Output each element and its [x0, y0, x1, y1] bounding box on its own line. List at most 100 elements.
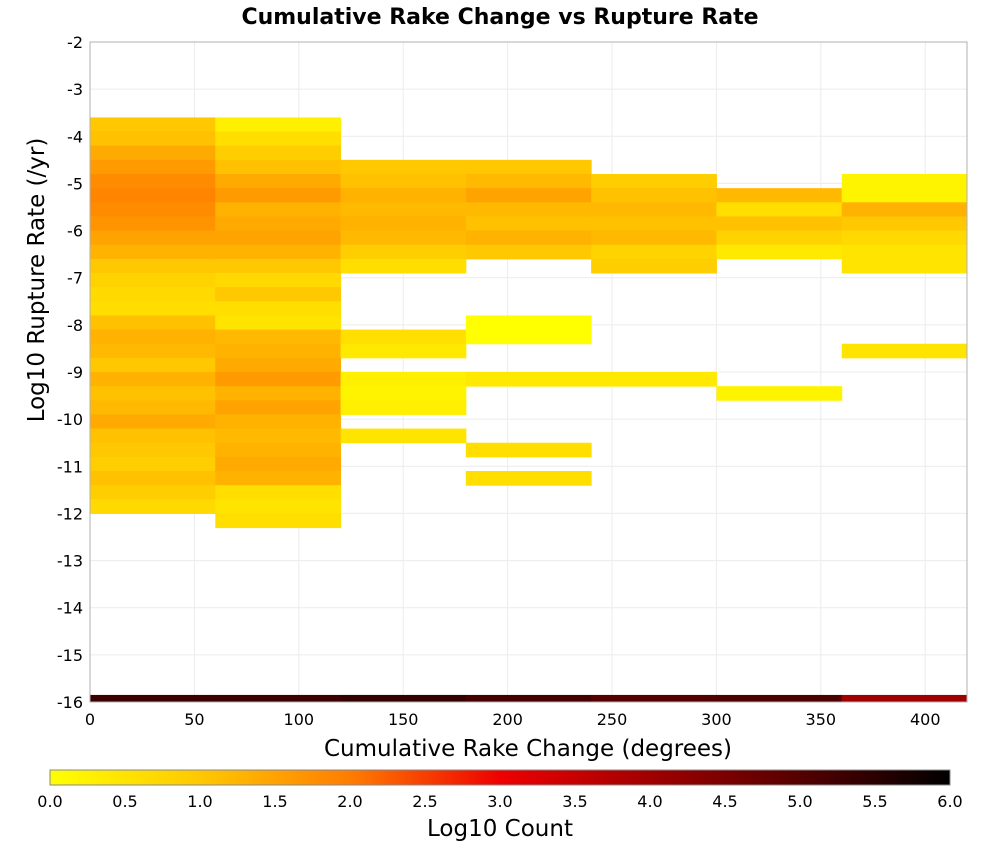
heatmap-cell: [90, 414, 216, 430]
heatmap-cell: [215, 442, 342, 458]
heatmap-cell: [841, 343, 968, 359]
heatmap-cell: [841, 230, 968, 246]
heatmap-cell: [90, 117, 216, 133]
y-tick-label: -13: [57, 552, 83, 571]
heatmap-cell: [90, 188, 216, 203]
heatmap-cell: [716, 216, 843, 232]
heatmap-cell: [90, 315, 216, 331]
heatmap-cell: [591, 202, 717, 217]
heatmap-cell: [591, 694, 717, 703]
heatmap-cell: [340, 694, 467, 703]
colorbar-tick-label: 3.5: [562, 792, 587, 811]
x-tick-label: 50: [184, 710, 204, 729]
heatmap-cell: [215, 188, 342, 203]
heatmap-cell: [340, 230, 467, 246]
heatmap-cell: [215, 315, 342, 331]
heatmap-cell: [90, 230, 216, 246]
heatmap-cell: [465, 202, 592, 217]
heatmap-cell: [215, 400, 342, 415]
heatmap-cell: [465, 230, 592, 246]
colorbar-tick-label: 1.0: [187, 792, 212, 811]
heatmap-cell: [340, 188, 467, 203]
heatmap-cell: [841, 216, 968, 232]
heatmap-cell: [591, 258, 717, 274]
colorbar-tick-label: 3.0: [487, 792, 512, 811]
colorbar-tick-label: 5.5: [862, 792, 887, 811]
heatmap-cell: [591, 372, 717, 387]
heatmap-cell: [90, 273, 216, 288]
heatmap-cell: [716, 386, 843, 401]
heatmap-cell: [841, 188, 968, 203]
heatmap-cell: [215, 216, 342, 232]
heatmap-cell: [841, 244, 968, 260]
colorbar-tick-label: 4.0: [637, 792, 662, 811]
heatmap-cells: [90, 117, 968, 703]
heatmap-cell: [215, 159, 342, 175]
heatmap-cell: [841, 694, 968, 703]
heatmap-cell: [215, 131, 342, 147]
heatmap-cell: [340, 174, 467, 189]
heatmap-cell: [215, 372, 342, 387]
heatmap-cell: [90, 499, 216, 514]
heatmap-cell: [340, 216, 467, 232]
heatmap-cell: [841, 174, 968, 189]
x-tick-label: 0: [85, 710, 95, 729]
heatmap-cell: [215, 202, 342, 217]
chart-title: Cumulative Rake Change vs Rupture Rate: [241, 5, 758, 30]
y-tick-label: -3: [67, 80, 83, 99]
heatmap-cell: [90, 400, 216, 415]
heatmap-cell: [90, 428, 216, 444]
y-tick-label: -10: [57, 410, 83, 429]
heatmap-cell: [215, 386, 342, 401]
y-tick-label: -7: [67, 269, 83, 288]
heatmap-cell: [215, 485, 342, 500]
x-tick-label: 100: [284, 710, 315, 729]
heatmap-cell: [841, 202, 968, 217]
colorbar-tick-label: 6.0: [937, 792, 962, 811]
heatmap-cell: [90, 485, 216, 500]
y-tick-label: -11: [57, 457, 83, 476]
heatmap-cell: [465, 372, 592, 387]
heatmap-cell: [215, 258, 342, 274]
y-tick-label: -14: [57, 599, 83, 618]
heatmap-cell: [716, 202, 843, 217]
colorbar-tick-label: 5.0: [787, 792, 812, 811]
heatmap-cell: [90, 131, 216, 147]
y-axis-ticks: -2 -3 -4 -5 -6 -7 -8 -9 -10 -11 -12 -13 -14 -15 -16: [57, 33, 83, 712]
colorbar-tick-label: 2.0: [337, 792, 362, 811]
x-axis-ticks: 0 50 100 150 200 250 300 350 400: [85, 710, 941, 729]
heatmap-cell: [841, 258, 968, 274]
heatmap-cell: [90, 216, 216, 232]
x-tick-label: 300: [701, 710, 732, 729]
heatmap-cell: [465, 216, 592, 232]
heatmap-cell: [591, 188, 717, 203]
heatmap-cell: [591, 244, 717, 260]
heatmap-cell: [90, 174, 216, 189]
colorbar-tick-label: 0.5: [112, 792, 137, 811]
heatmap-cell: [340, 428, 467, 444]
heatmap-cell: [90, 258, 216, 274]
x-tick-label: 150: [388, 710, 419, 729]
heatmap-cell: [340, 244, 467, 260]
heatmap-cell: [90, 694, 216, 703]
colorbar-tick-label: 0.0: [37, 792, 62, 811]
x-axis-label: Cumulative Rake Change (degrees): [324, 736, 732, 762]
heatmap-cell: [90, 301, 216, 316]
heatmap-cell: [90, 386, 216, 401]
y-tick-label: -5: [67, 174, 83, 193]
heatmap-cell: [591, 230, 717, 246]
heatmap-cell: [215, 694, 342, 703]
heatmap-cell: [340, 386, 467, 401]
heatmap-cell: [716, 694, 843, 703]
heatmap-cell: [90, 202, 216, 217]
heatmap-cell: [90, 244, 216, 260]
heatmap-cell: [215, 357, 342, 373]
heatmap-cell: [465, 244, 592, 260]
heatmap-cell: [465, 159, 592, 175]
heatmap-cell: [215, 273, 342, 288]
colorbar-tick-label: 2.5: [412, 792, 437, 811]
heatmap-cell: [716, 230, 843, 246]
colorbar-tick-label: 1.5: [262, 792, 287, 811]
heatmap-cell: [465, 174, 592, 189]
